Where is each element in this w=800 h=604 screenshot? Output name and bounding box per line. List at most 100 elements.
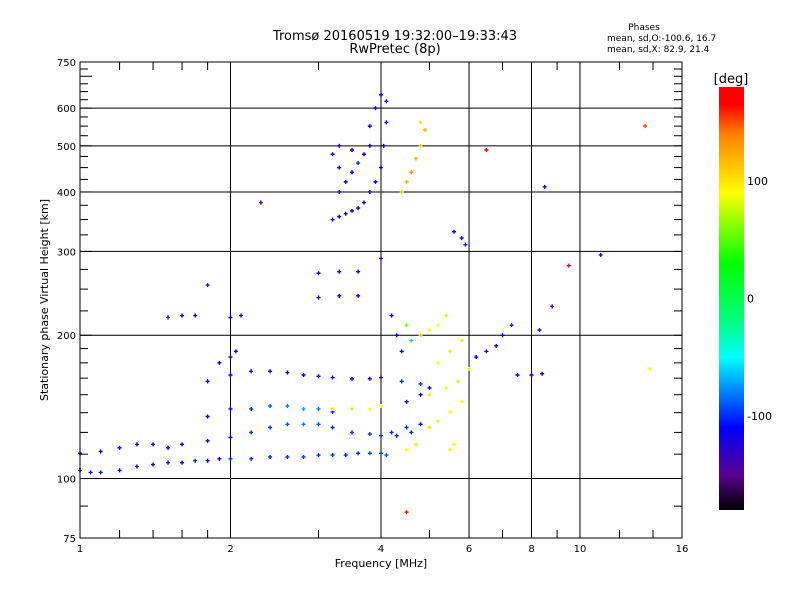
- data-points: [78, 92, 652, 515]
- y-tick-label: 200: [57, 331, 76, 342]
- data-point: [343, 453, 348, 458]
- data-point: [337, 269, 342, 274]
- data-point: [228, 355, 233, 360]
- data-point: [117, 468, 122, 473]
- colorbar-label: [deg]: [714, 72, 749, 87]
- data-point: [268, 454, 273, 459]
- data-point: [98, 449, 103, 454]
- data-point: [367, 124, 372, 129]
- x-tick-label: 4: [378, 544, 384, 555]
- legend-title: Phases: [628, 23, 660, 33]
- data-point: [463, 242, 468, 247]
- data-point: [435, 323, 440, 328]
- x-tick-label: 8: [528, 544, 534, 555]
- data-point: [205, 283, 210, 288]
- data-point: [404, 447, 409, 452]
- data-point: [494, 343, 499, 348]
- data-point: [88, 470, 93, 475]
- data-point: [427, 328, 432, 333]
- data-point: [330, 217, 335, 222]
- data-point: [647, 366, 652, 371]
- colorbar: [719, 87, 744, 510]
- data-point: [180, 313, 185, 318]
- data-point: [459, 338, 464, 343]
- data-point: [427, 425, 432, 430]
- data-point: [418, 422, 423, 427]
- data-point: [268, 425, 273, 430]
- data-point: [379, 92, 383, 97]
- data-point: [356, 269, 361, 274]
- colorbar-tick-label: 0: [747, 293, 754, 306]
- data-point: [409, 338, 414, 343]
- data-point: [228, 456, 233, 461]
- x-tick-label: 6: [466, 544, 472, 555]
- data-point: [166, 445, 171, 450]
- data-point: [394, 333, 399, 338]
- data-point: [427, 385, 432, 390]
- data-point: [459, 399, 464, 404]
- x-tick-label: 10: [574, 544, 587, 555]
- data-point: [418, 392, 423, 397]
- data-point: [409, 170, 414, 175]
- data-point: [337, 165, 342, 170]
- data-point: [404, 179, 409, 184]
- data-point: [452, 229, 457, 234]
- data-point: [550, 304, 555, 309]
- chart-title: Tromsø 20160519 19:32:00–19:33:43: [272, 29, 517, 44]
- data-point: [249, 456, 254, 461]
- data-point: [418, 381, 423, 386]
- data-point: [228, 435, 233, 440]
- data-point: [337, 143, 342, 148]
- data-point: [134, 464, 139, 469]
- data-point: [330, 406, 335, 411]
- data-point: [515, 373, 520, 378]
- data-point: [350, 376, 355, 381]
- y-tick-label: 100: [57, 475, 76, 486]
- data-point: [343, 179, 348, 184]
- data-point: [418, 333, 423, 338]
- chart-subtitle: RwPretec (8p): [349, 42, 440, 57]
- data-point: [373, 179, 378, 184]
- data-point: [404, 399, 409, 404]
- data-point: [455, 379, 460, 384]
- data-point: [356, 161, 361, 166]
- data-point: [117, 445, 122, 450]
- data-point: [285, 404, 290, 409]
- data-point: [330, 375, 335, 380]
- data-point: [258, 200, 263, 205]
- data-point: [404, 323, 409, 328]
- colorbar-tick-label: 100: [747, 175, 768, 188]
- data-point: [301, 422, 306, 427]
- data-point: [330, 152, 335, 157]
- data-point: [205, 414, 210, 419]
- legend-line-x: mean, sd,X: 82.9, 21.4: [607, 45, 710, 55]
- x-tick-label: 1: [77, 544, 83, 555]
- data-point: [337, 189, 342, 194]
- data-point: [217, 360, 222, 365]
- colorbar-tick-label: -100: [747, 410, 772, 423]
- data-point: [379, 433, 383, 438]
- data-point: [459, 236, 464, 241]
- data-point: [228, 315, 233, 320]
- data-point: [330, 425, 335, 430]
- data-point: [180, 442, 185, 447]
- x-tick-label: 2: [227, 544, 233, 555]
- data-point: [444, 385, 449, 390]
- data-point: [285, 422, 290, 427]
- data-point: [268, 404, 273, 409]
- data-point: [350, 170, 355, 175]
- colorbar-ticks: 100 0 -100: [747, 175, 772, 423]
- data-point: [205, 458, 210, 463]
- data-point: [414, 442, 419, 447]
- data-point: [423, 127, 428, 132]
- data-point: [316, 406, 321, 411]
- data-point: [367, 406, 372, 411]
- data-point: [435, 360, 440, 365]
- data-point: [350, 208, 355, 213]
- data-point: [249, 430, 254, 435]
- x-axis-label: Frequency [MHz]: [335, 557, 427, 570]
- data-point: [337, 293, 342, 298]
- data-point: [316, 453, 321, 458]
- data-point: [367, 451, 372, 456]
